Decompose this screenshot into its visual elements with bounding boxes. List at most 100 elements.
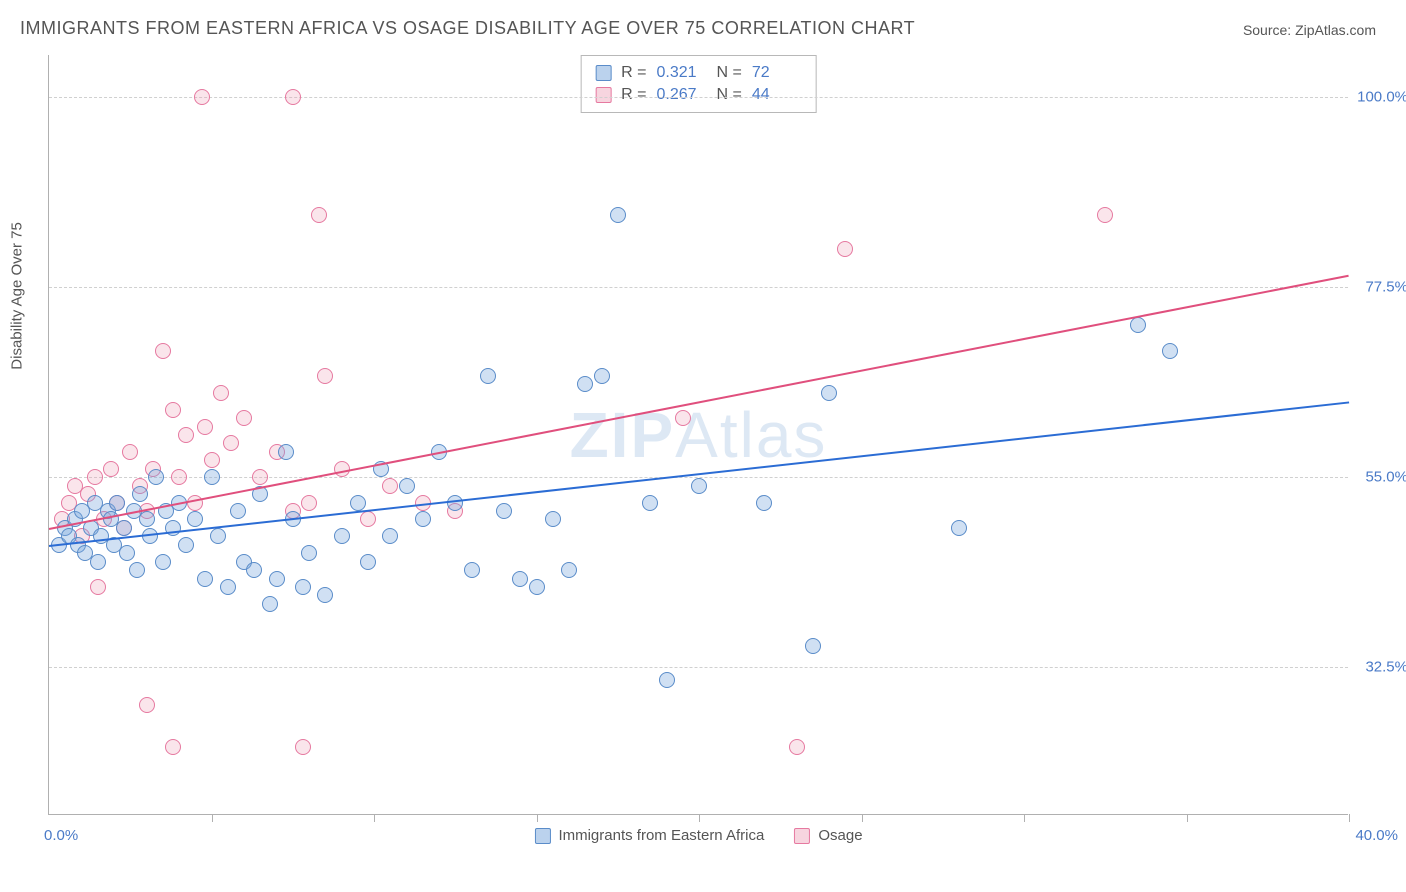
scatter-point xyxy=(577,376,593,392)
n-value-1: 72 xyxy=(752,64,802,82)
r-label-1: R = xyxy=(621,64,646,82)
legend-label-1: Immigrants from Eastern Africa xyxy=(558,827,764,844)
scatter-point xyxy=(155,554,171,570)
scatter-point xyxy=(789,739,805,755)
scatter-point xyxy=(223,435,239,451)
scatter-point xyxy=(301,545,317,561)
x-axis-tick xyxy=(374,814,375,822)
source-label: Source: ZipAtlas.com xyxy=(1243,22,1376,38)
scatter-point xyxy=(171,469,187,485)
x-axis-max-label: 40.0% xyxy=(1355,827,1398,844)
scatter-point xyxy=(139,511,155,527)
scatter-point xyxy=(148,469,164,485)
legend-label-2: Osage xyxy=(818,827,862,844)
scatter-point xyxy=(496,503,512,519)
scatter-point xyxy=(399,478,415,494)
scatter-point xyxy=(129,562,145,578)
scatter-point xyxy=(360,511,376,527)
scatter-point xyxy=(545,511,561,527)
scatter-point xyxy=(269,571,285,587)
scatter-point xyxy=(311,207,327,223)
r-value-1: 0.321 xyxy=(657,64,707,82)
grid-line xyxy=(49,287,1348,288)
x-axis-tick xyxy=(1024,814,1025,822)
x-axis-tick xyxy=(537,814,538,822)
scatter-point xyxy=(210,528,226,544)
stats-row-2: R = 0.267 N = 44 xyxy=(595,84,802,106)
scatter-point xyxy=(756,495,772,511)
scatter-point xyxy=(116,520,132,536)
scatter-point xyxy=(1162,343,1178,359)
scatter-point xyxy=(350,495,366,511)
stats-row-1: R = 0.321 N = 72 xyxy=(595,62,802,84)
scatter-point xyxy=(213,385,229,401)
scatter-point xyxy=(178,537,194,553)
scatter-point xyxy=(197,571,213,587)
scatter-point xyxy=(204,469,220,485)
scatter-point xyxy=(119,545,135,561)
scatter-point xyxy=(132,486,148,502)
scatter-point xyxy=(230,503,246,519)
scatter-point xyxy=(220,579,236,595)
n-label-2: N = xyxy=(717,86,742,104)
scatter-point xyxy=(262,596,278,612)
scatter-point xyxy=(178,427,194,443)
scatter-point xyxy=(334,528,350,544)
grid-line xyxy=(49,97,1348,98)
chart-title: IMMIGRANTS FROM EASTERN AFRICA VS OSAGE … xyxy=(20,18,915,39)
scatter-point xyxy=(1097,207,1113,223)
scatter-point xyxy=(90,579,106,595)
plot-area: Disability Age Over 75 ZIPAtlas R = 0.32… xyxy=(48,55,1348,815)
scatter-point xyxy=(295,739,311,755)
scatter-point xyxy=(122,444,138,460)
scatter-point xyxy=(382,478,398,494)
scatter-point xyxy=(1130,317,1146,333)
scatter-point xyxy=(204,452,220,468)
y-axis-tick-label: 55.0% xyxy=(1365,469,1406,486)
x-axis-tick xyxy=(1187,814,1188,822)
x-axis-tick xyxy=(1349,814,1350,822)
scatter-point xyxy=(194,89,210,105)
scatter-point xyxy=(139,697,155,713)
r-label-2: R = xyxy=(621,86,646,104)
legend-swatch-blue-icon xyxy=(534,828,550,844)
scatter-point xyxy=(103,461,119,477)
scatter-point xyxy=(642,495,658,511)
r-value-2: 0.267 xyxy=(657,86,707,104)
bottom-legend: Immigrants from Eastern Africa Osage xyxy=(534,827,862,844)
scatter-point xyxy=(252,469,268,485)
stats-box: R = 0.321 N = 72 R = 0.267 N = 44 xyxy=(580,55,817,113)
scatter-point xyxy=(529,579,545,595)
scatter-point xyxy=(165,402,181,418)
y-axis-tick-label: 32.5% xyxy=(1365,659,1406,676)
scatter-point xyxy=(610,207,626,223)
scatter-point xyxy=(659,672,675,688)
chart-container: IMMIGRANTS FROM EASTERN AFRICA VS OSAGE … xyxy=(0,0,1406,892)
swatch-blue-icon xyxy=(595,65,611,81)
scatter-point xyxy=(317,368,333,384)
scatter-point xyxy=(90,554,106,570)
scatter-point xyxy=(295,579,311,595)
legend-item-2: Osage xyxy=(794,827,862,844)
swatch-pink-icon xyxy=(595,87,611,103)
scatter-point xyxy=(837,241,853,257)
scatter-point xyxy=(512,571,528,587)
grid-line xyxy=(49,667,1348,668)
legend-item-1: Immigrants from Eastern Africa xyxy=(534,827,764,844)
scatter-point xyxy=(360,554,376,570)
scatter-point xyxy=(87,469,103,485)
scatter-point xyxy=(236,410,252,426)
scatter-point xyxy=(187,511,203,527)
scatter-point xyxy=(278,444,294,460)
scatter-point xyxy=(197,419,213,435)
n-label-1: N = xyxy=(717,64,742,82)
x-axis-tick xyxy=(212,814,213,822)
scatter-point xyxy=(285,89,301,105)
scatter-point xyxy=(464,562,480,578)
x-axis-tick xyxy=(699,814,700,822)
scatter-point xyxy=(246,562,262,578)
scatter-point xyxy=(317,587,333,603)
scatter-point xyxy=(675,410,691,426)
watermark: ZIPAtlas xyxy=(570,398,828,472)
y-axis-title: Disability Age Over 75 xyxy=(9,222,26,370)
